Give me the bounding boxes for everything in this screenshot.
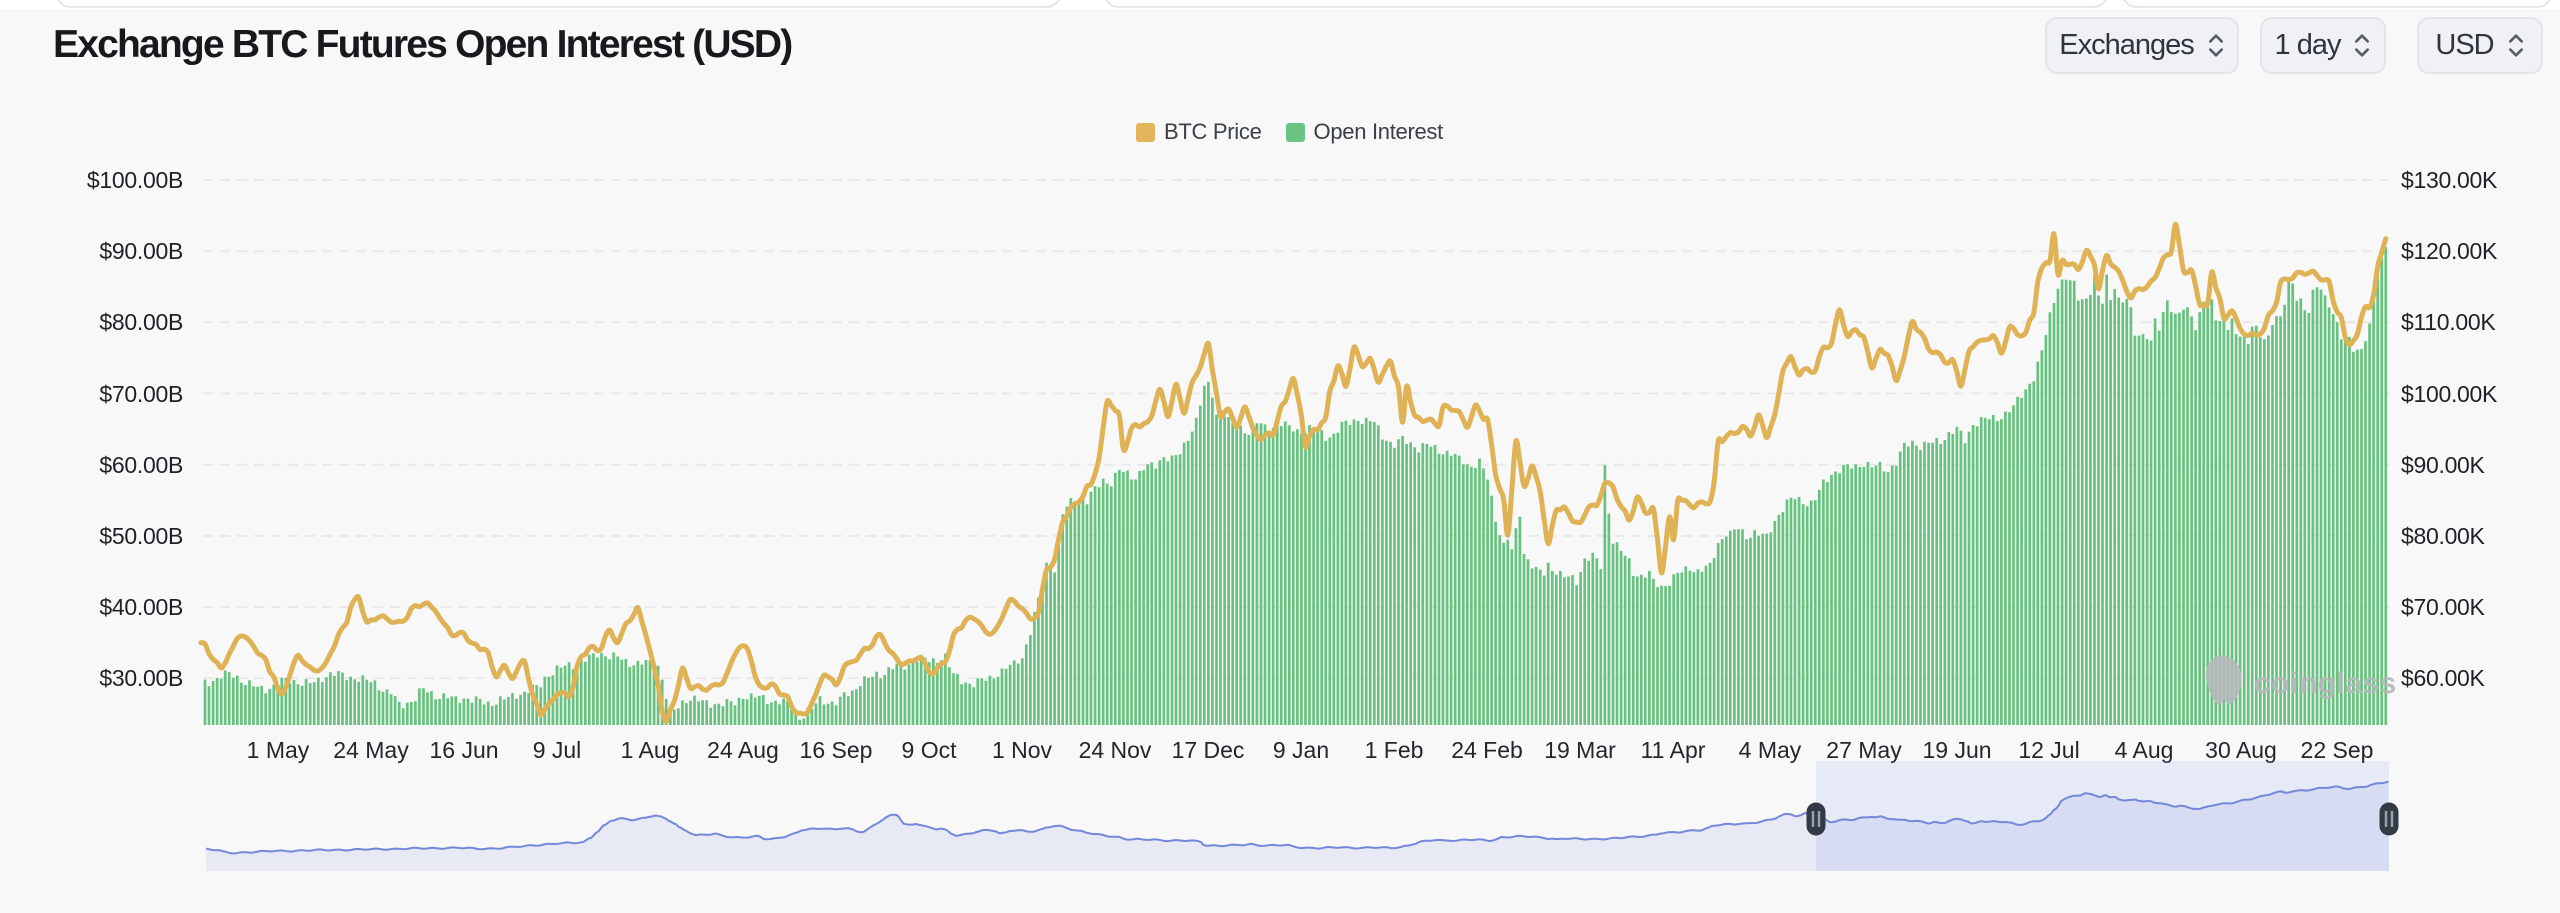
svg-text:coinglass: coinglass bbox=[2254, 667, 2397, 700]
